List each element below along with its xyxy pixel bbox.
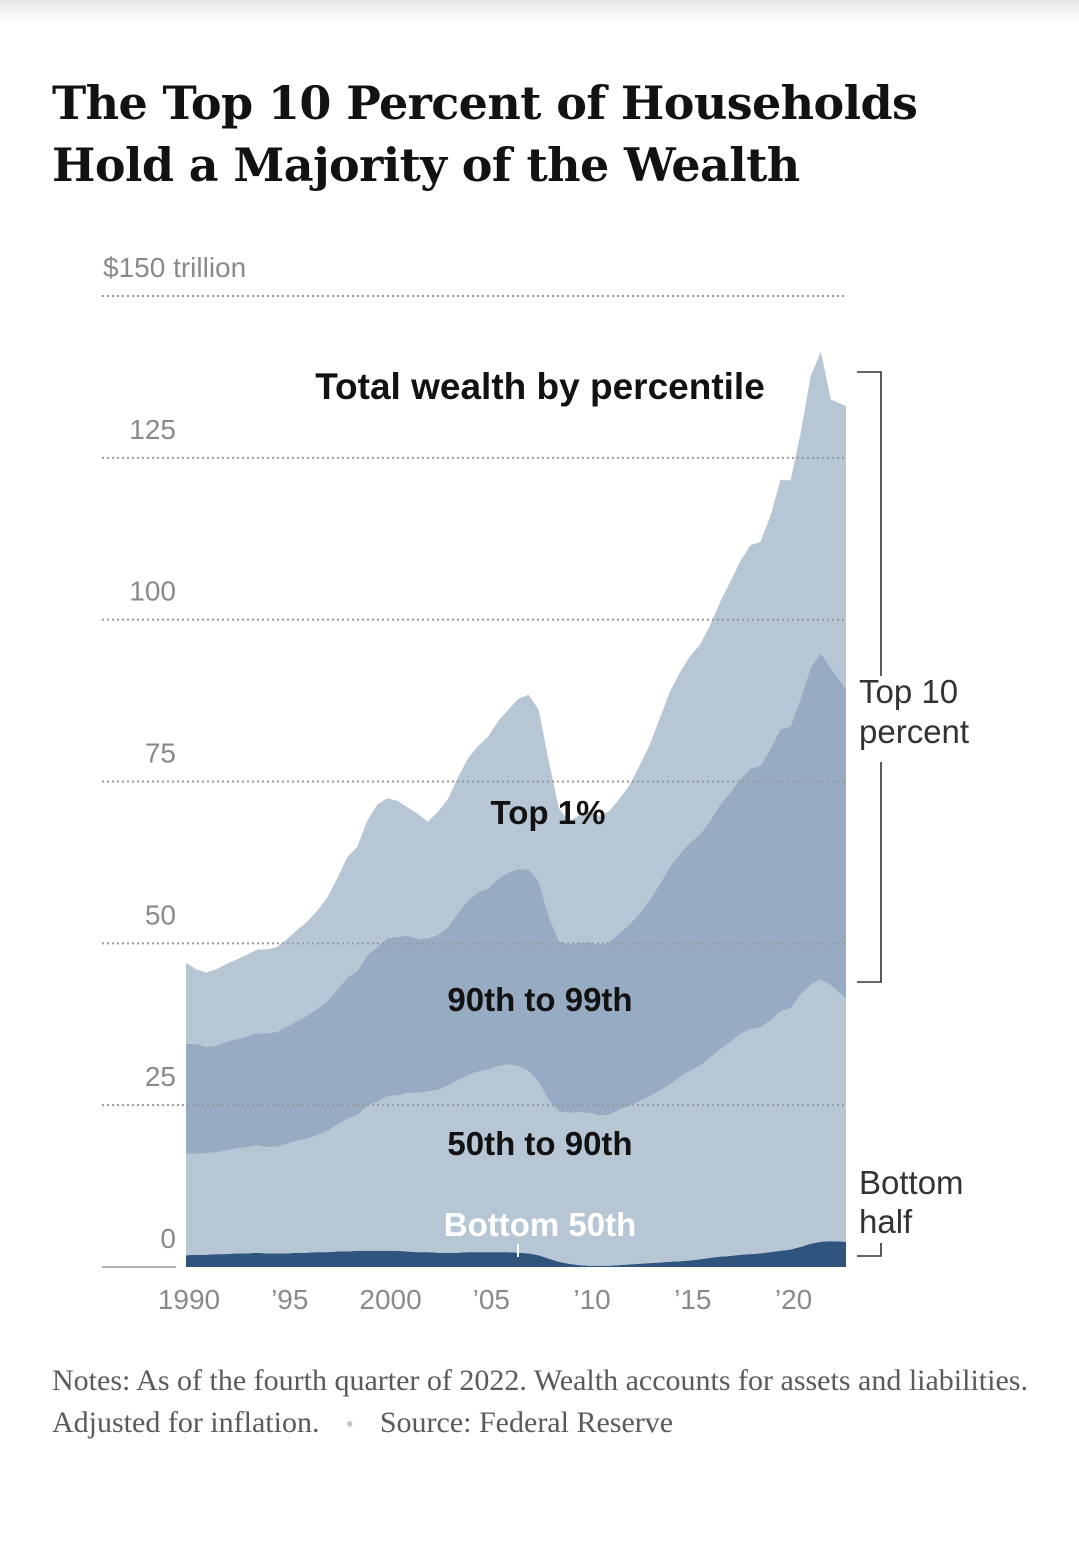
- y-tick-label-150: $150 trillion: [103, 252, 246, 283]
- top-shadow: [0, 0, 1079, 22]
- x-tick-label-1995: ’95: [271, 1284, 308, 1315]
- x-tick-label-2020: ’20: [775, 1284, 812, 1315]
- x-tick-label-2005: ’05: [473, 1284, 510, 1315]
- page-title: The Top 10 Percent of Households Hold a …: [52, 76, 918, 192]
- bottom-label-line2: half: [859, 1203, 913, 1240]
- separator-dot: •: [345, 1412, 354, 1438]
- area-layer: [186, 351, 846, 1267]
- top10-label-line2: percent: [859, 713, 969, 750]
- area-90th-to-99th: [186, 652, 846, 1154]
- y-tick-label-50: 50: [145, 899, 176, 930]
- series-label-50-90: 50th to 90th: [447, 1125, 632, 1162]
- top10-bracket: [857, 371, 882, 983]
- y-axis-labels: 0 25 50 75 100 125 $150 trillion: [103, 252, 246, 1254]
- chart-notes: Notes: As of the fourth quarter of 2022.…: [52, 1360, 1042, 1446]
- x-tick-label-2015: ’15: [674, 1284, 711, 1315]
- x-axis-labels: 1990 ’95 2000 ’05 ’10 ’15 ’20: [158, 1284, 812, 1315]
- wealth-chart: 0 25 50 75 100 125 $150 trillion 1990 ’95 2000 ’0…: [102, 252, 973, 1315]
- top10-bracket-label: Top 10 percent: [859, 673, 969, 750]
- bottom-label-line1: Bottom: [859, 1164, 964, 1201]
- y-tick-label-100: 100: [129, 576, 176, 607]
- y-tick-label-75: 75: [145, 738, 176, 769]
- series-label-bottom50: Bottom 50th: [444, 1206, 637, 1243]
- area-50th-to-90th: [186, 979, 846, 1266]
- y-tick-label-25: 25: [145, 1061, 176, 1092]
- bottom-half-bracket: [857, 1243, 882, 1257]
- chart-subtitle: Total wealth by percentile: [315, 366, 765, 407]
- x-tick-label-1990: 1990: [158, 1284, 220, 1315]
- gridlines: [102, 295, 846, 1107]
- bottom-half-bracket-label: Bottom half: [859, 1164, 973, 1240]
- x-tick-label-2000: 2000: [359, 1284, 421, 1315]
- source-text: Source: Federal Reserve: [379, 1406, 674, 1439]
- area-top-1: [186, 351, 846, 1047]
- y-tick-label-125: 125: [129, 414, 176, 445]
- y-tick-label-0: 0: [160, 1223, 176, 1254]
- series-label-90-99: 90th to 99th: [447, 981, 632, 1018]
- area-bottom-50: [186, 1241, 846, 1267]
- notes-text: Notes: As of the fourth quarter of 2022.…: [52, 1364, 1028, 1439]
- x-tick-label-2010: ’10: [573, 1284, 610, 1315]
- series-label-top1: Top 1%: [491, 794, 606, 831]
- top10-label-line1: Top 10: [859, 673, 958, 710]
